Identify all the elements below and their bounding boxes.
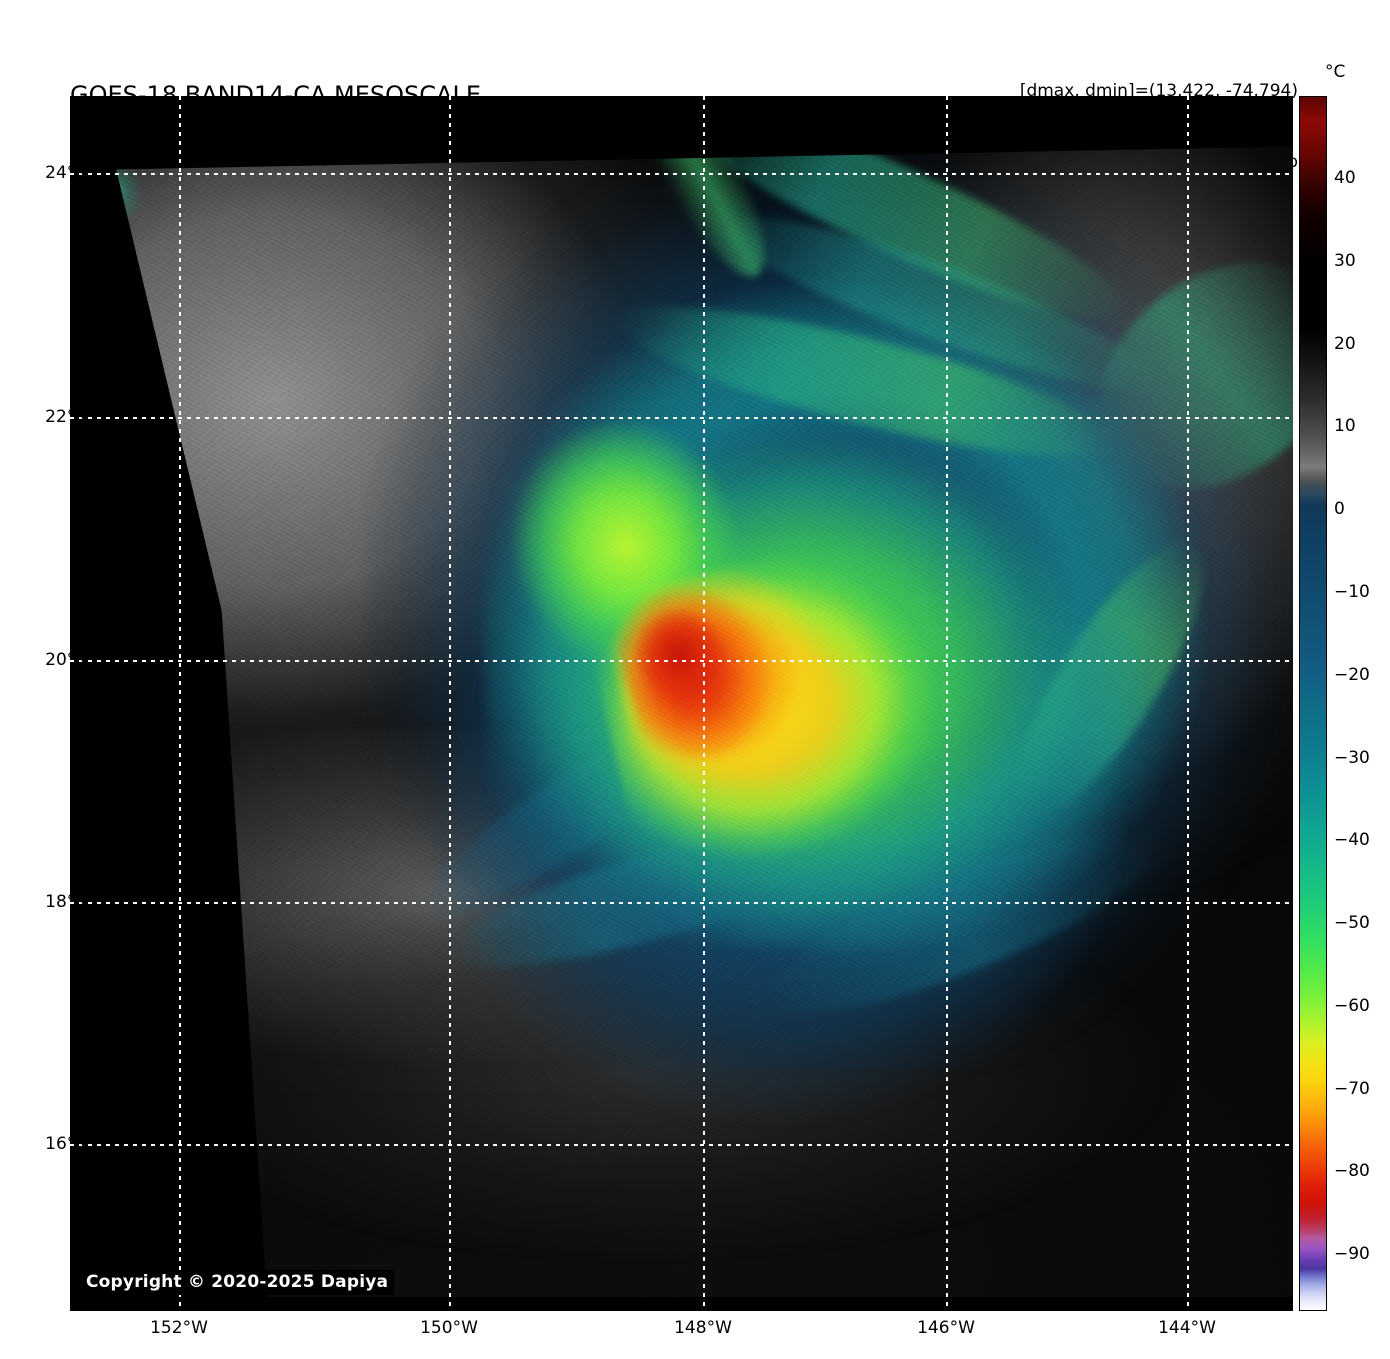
gridline-lon-148w — [703, 96, 705, 1311]
cbar-tick-40: 40 — [1334, 168, 1356, 188]
ytick-label-16n: 16°N — [45, 1134, 88, 1154]
gridline-lon-146w — [946, 96, 948, 1311]
cbar-tick-10: 10 — [1334, 416, 1356, 436]
gridline-lat-20n — [70, 660, 1293, 662]
no-data-band-south — [70, 1297, 1293, 1311]
cbar-tick-m10: −10 — [1334, 582, 1370, 602]
cbar-tick-0: 0 — [1334, 499, 1345, 519]
satellite-plot-area: Copyright © 2020-2025 Dapiya — [70, 96, 1293, 1311]
gridline-lat-18n — [70, 902, 1293, 904]
cbar-tick-m90: −90 — [1334, 1244, 1370, 1264]
cbar-tick-30: 30 — [1334, 251, 1356, 271]
cbar-tick-m20: −20 — [1334, 665, 1370, 685]
gridline-lat-24n — [70, 173, 1293, 175]
ytick-label-24n: 24°N — [45, 163, 88, 183]
colorbar-unit-label: °C — [1325, 62, 1346, 82]
ytick-label-22n: 22°N — [45, 407, 88, 427]
gridline-lon-144w — [1187, 96, 1189, 1311]
ytick-label-20n: 20°N — [45, 650, 88, 670]
cbar-tick-m70: −70 — [1334, 1079, 1370, 1099]
gridline-lat-22n — [70, 417, 1293, 419]
gridline-lon-150w — [449, 96, 451, 1311]
satellite-imagery — [70, 96, 1293, 1311]
cbar-tick-m60: −60 — [1334, 996, 1370, 1016]
cbar-tick-m80: −80 — [1334, 1161, 1370, 1181]
cbar-tick-20: 20 — [1334, 334, 1356, 354]
dmax-dmin-readout: [dmax, dmin]=(13.422, -74.794) — [1019, 80, 1298, 101]
xtick-label-144w: 144°W — [1158, 1318, 1216, 1338]
pixel-noise-texture — [70, 96, 1293, 1311]
ytick-label-18n: 18°N — [45, 892, 88, 912]
gridline-lon-152w — [179, 96, 181, 1311]
xtick-label-146w: 146°W — [917, 1318, 975, 1338]
xtick-label-150w: 150°W — [420, 1318, 478, 1338]
cbar-tick-m50: −50 — [1334, 913, 1370, 933]
xtick-label-148w: 148°W — [674, 1318, 732, 1338]
xtick-label-152w: 152°W — [150, 1318, 208, 1338]
cbar-tick-m40: −40 — [1334, 830, 1370, 850]
gridline-lat-16n — [70, 1144, 1293, 1146]
cbar-tick-m30: −30 — [1334, 748, 1370, 768]
temperature-colorbar — [1299, 96, 1327, 1311]
copyright-label: Copyright © 2020-2025 Dapiya — [82, 1270, 395, 1295]
